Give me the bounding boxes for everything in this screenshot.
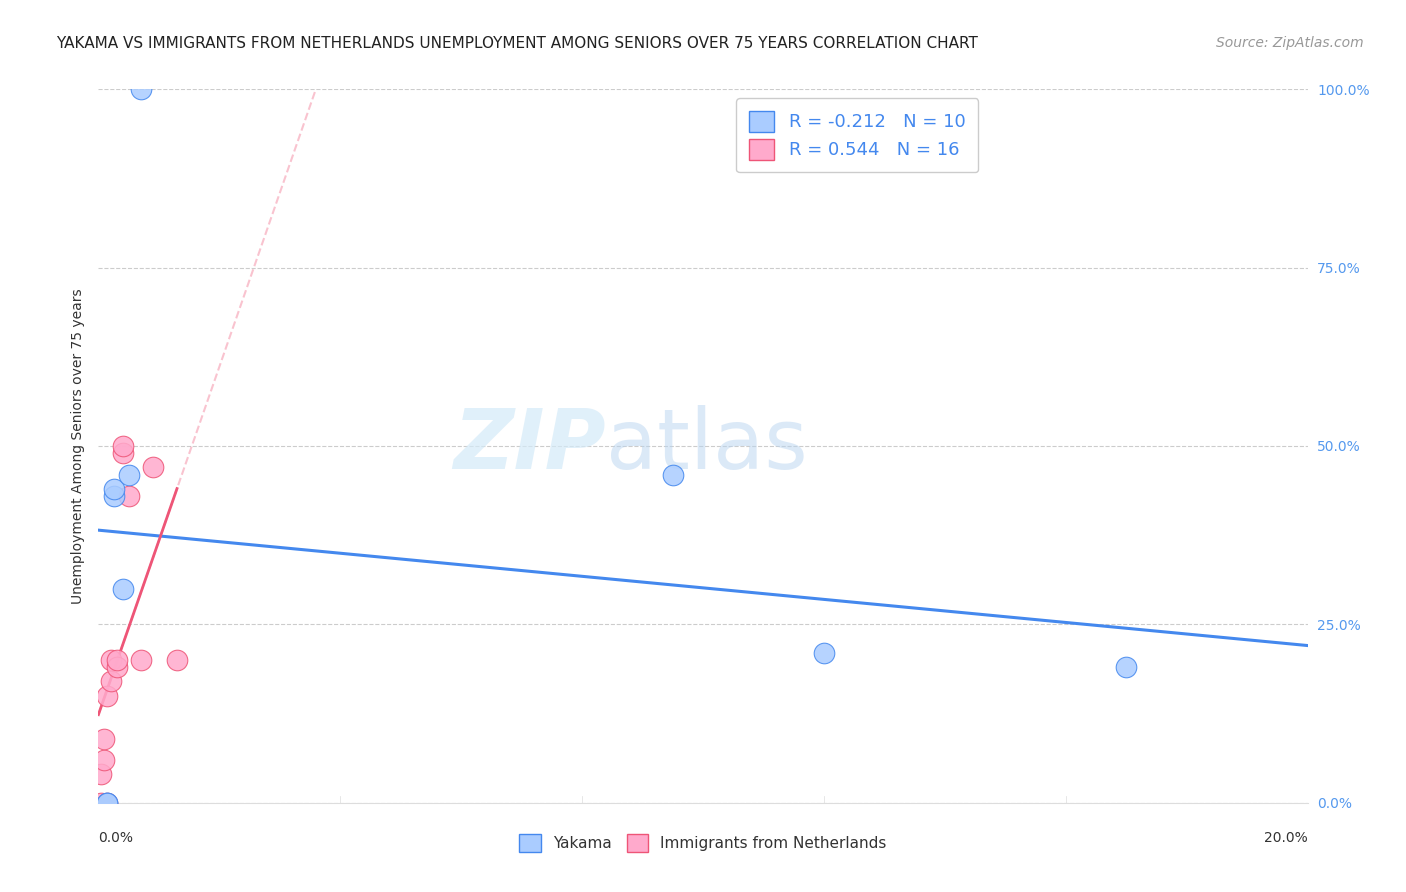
- Point: [111, 446, 134, 460]
- Point: [90, 767, 112, 781]
- Point: [111, 439, 134, 453]
- Point: [100, 653, 122, 667]
- Text: 20.0%: 20.0%: [1264, 831, 1308, 846]
- Point: [142, 460, 165, 475]
- Legend: Yakama, Immigrants from Netherlands: Yakama, Immigrants from Netherlands: [512, 827, 894, 859]
- Point: [93, 753, 115, 767]
- Point: [111, 582, 134, 596]
- Point: [118, 467, 141, 482]
- Point: [96, 796, 118, 810]
- Point: [100, 674, 122, 689]
- Point: [96, 796, 118, 810]
- Point: [166, 653, 188, 667]
- Text: 0.0%: 0.0%: [98, 831, 134, 846]
- Text: YAKAMA VS IMMIGRANTS FROM NETHERLANDS UNEMPLOYMENT AMONG SENIORS OVER 75 YEARS C: YAKAMA VS IMMIGRANTS FROM NETHERLANDS UN…: [56, 36, 979, 51]
- Point: [129, 653, 152, 667]
- Point: [105, 653, 128, 667]
- Point: [90, 796, 112, 810]
- Point: [129, 82, 152, 96]
- Point: [118, 489, 141, 503]
- Point: [813, 646, 835, 660]
- Point: [103, 482, 125, 496]
- Text: ZIP: ZIP: [454, 406, 606, 486]
- Point: [105, 660, 128, 674]
- Point: [96, 796, 118, 810]
- Text: atlas: atlas: [606, 406, 808, 486]
- Point: [96, 689, 118, 703]
- Point: [1115, 660, 1137, 674]
- Point: [103, 489, 125, 503]
- Y-axis label: Unemployment Among Seniors over 75 years: Unemployment Among Seniors over 75 years: [70, 288, 84, 604]
- Text: Source: ZipAtlas.com: Source: ZipAtlas.com: [1216, 36, 1364, 50]
- Point: [661, 467, 683, 482]
- Point: [93, 731, 115, 746]
